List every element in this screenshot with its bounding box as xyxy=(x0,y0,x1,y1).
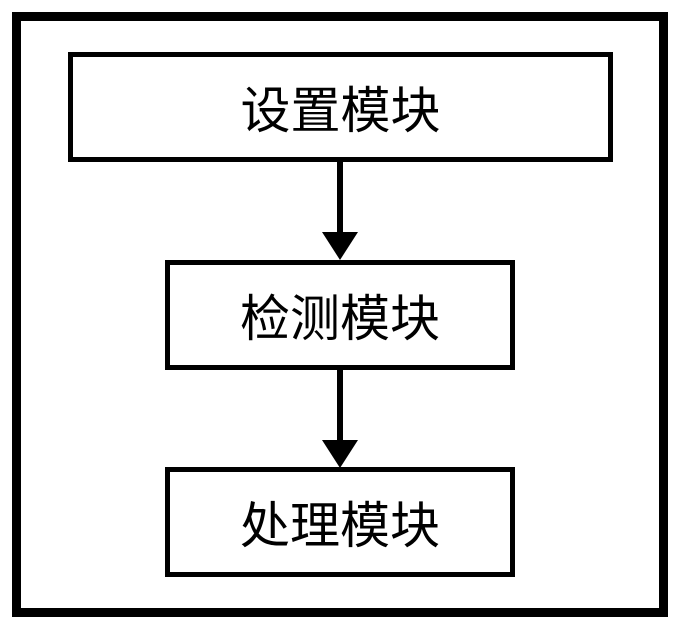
edge-arrowhead-1 xyxy=(322,232,358,260)
node-label: 设置模块 xyxy=(241,71,441,143)
node-label: 处理模块 xyxy=(240,486,440,558)
node-settings-module: 设置模块 xyxy=(68,52,613,162)
node-processing-module: 处理模块 xyxy=(165,467,515,577)
edge-arrowhead-2 xyxy=(322,440,358,468)
node-detection-module: 检测模块 xyxy=(165,260,515,370)
edge-line-1 xyxy=(337,162,343,232)
edge-line-2 xyxy=(337,370,343,440)
node-label: 检测模块 xyxy=(240,279,440,351)
